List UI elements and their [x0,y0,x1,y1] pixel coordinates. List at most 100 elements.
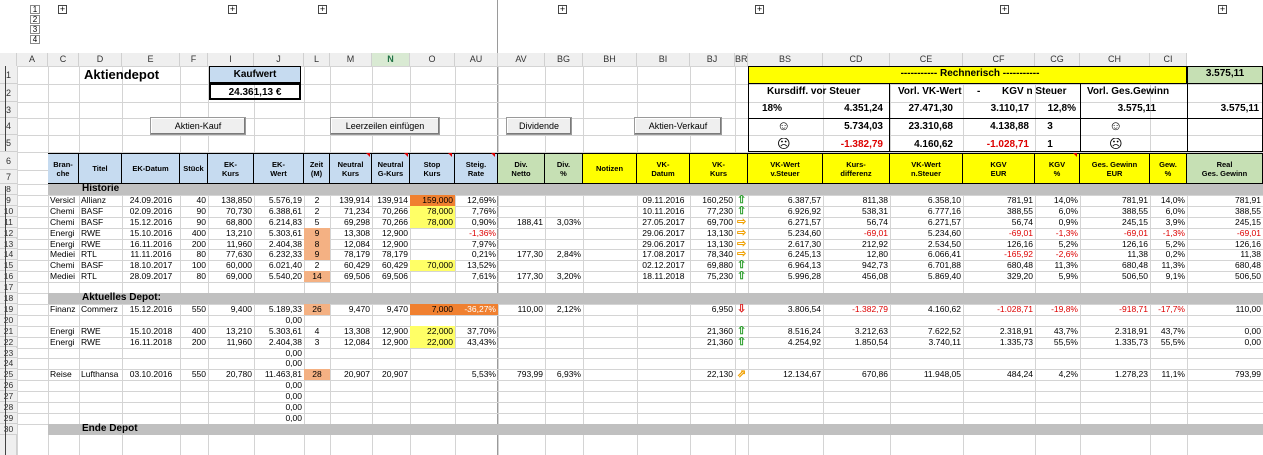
table-cell[interactable]: 56,74 [1011,216,1033,227]
table-cell[interactable] [823,391,890,402]
table-cell[interactable]: 15.12.2016 [129,303,173,314]
table-cell[interactable] [1150,413,1187,424]
table-cell[interactable] [963,380,1035,391]
aktien-verkauf-button[interactable]: Aktien-Verkauf [634,117,722,135]
column-header[interactable]: BG [545,53,583,66]
table-cell[interactable]: 13,210 [226,325,252,336]
table-cell[interactable]: 388,55 [1122,205,1148,216]
table-cell[interactable] [498,326,545,337]
table-cell[interactable]: 17.08.2017 [642,249,685,260]
table-cell[interactable] [545,358,583,369]
table-cell[interactable] [583,337,637,348]
table-cell[interactable]: 77,230 [707,205,733,216]
expand-group-icon[interactable]: + [558,4,567,14]
row-header[interactable]: 17 [0,282,17,293]
column-header[interactable]: A [17,53,48,66]
table-cell[interactable] [208,358,254,369]
table-cell[interactable]: 20,907 [382,369,408,380]
table-cell[interactable]: 3.212,63 [854,325,888,336]
row-header[interactable]: 28 [0,402,17,413]
row-header[interactable]: 29 [0,412,17,424]
table-cell[interactable]: Finanz [50,303,76,314]
table-cell[interactable] [637,315,690,326]
table-cell[interactable]: 139,914 [377,194,408,205]
table-cell[interactable] [690,348,735,359]
table-cell[interactable]: 3,03% [556,216,581,227]
table-cell[interactable] [372,402,410,413]
table-cell[interactable]: 2.318,91 [1114,325,1148,336]
table-cell[interactable]: 6.245,13 [787,249,821,260]
table-cell[interactable]: 0,00 [1244,325,1261,336]
table-cell[interactable]: 484,24 [1007,369,1033,380]
table-cell[interactable] [180,315,208,326]
table-cell[interactable] [637,348,690,359]
table-cell[interactable] [180,358,208,369]
table-cell[interactable] [583,369,637,380]
table-cell[interactable] [545,337,583,348]
table-cell[interactable]: 550 [191,303,206,314]
table-cell[interactable]: 12,69% [467,194,496,205]
table-cell[interactable]: 68,800 [226,216,252,227]
table-cell[interactable]: 11,38 [1127,249,1148,260]
table-cell[interactable]: 16.11.2016 [130,238,172,249]
table-cell[interactable]: 456,08 [862,271,888,282]
table-cell[interactable] [1150,358,1187,369]
table-cell[interactable]: 5 [314,216,320,227]
table-cell[interactable]: -36,27% [455,303,498,315]
column-header[interactable]: L [304,53,330,66]
table-cell[interactable] [890,348,963,359]
table-cell[interactable] [890,315,963,326]
table-cell[interactable] [410,228,455,239]
table-cell[interactable] [1187,391,1263,402]
column-header[interactable]: O [410,53,455,66]
table-cell[interactable]: 12,80 [866,249,888,260]
table-cell[interactable] [963,391,1035,402]
table-cell[interactable] [455,402,498,413]
table-cell[interactable]: 55,5% [1053,336,1078,347]
table-cell[interactable]: Chemi [50,205,75,216]
table-cell[interactable] [498,358,545,369]
table-cell[interactable] [372,380,410,391]
table-cell[interactable]: 11.11.2016 [130,249,172,260]
row-header[interactable]: 12 [0,227,17,239]
table-cell[interactable]: 21,360 [707,336,733,347]
table-cell[interactable]: 12,900 [382,336,408,347]
table-cell[interactable]: 506,50 [1122,271,1148,282]
column-header[interactable]: CF [963,53,1035,66]
table-cell[interactable]: 20,780 [226,369,252,380]
table-cell[interactable] [690,380,735,391]
table-cell[interactable] [180,402,208,413]
table-cell[interactable] [208,413,254,424]
row-header[interactable]: 19 [0,303,17,315]
table-cell[interactable] [330,402,372,413]
table-cell[interactable]: 6.964,13 [787,260,821,271]
table-cell[interactable] [122,315,180,326]
expand-group-icon[interactable]: + [228,4,237,14]
table-cell[interactable]: -69,01 [1008,227,1033,238]
table-cell[interactable]: 3,9% [1165,216,1185,227]
table-cell[interactable] [208,391,254,402]
table-cell[interactable]: 13,130 [707,238,733,249]
table-cell[interactable] [48,391,79,402]
table-cell[interactable] [330,348,372,359]
table-cell[interactable]: 21,360 [707,325,733,336]
table-cell[interactable]: BASF [81,260,104,271]
table-cell[interactable] [545,391,583,402]
table-cell[interactable] [1080,402,1150,413]
table-cell[interactable] [690,358,735,369]
table-cell[interactable]: 2.534,50 [927,238,961,249]
table-cell[interactable]: 15.10.2016 [129,227,173,238]
table-cell[interactable] [1035,315,1080,326]
table-cell[interactable]: 5,53% [471,369,496,380]
row-header[interactable]: 22 [0,336,17,348]
table-cell[interactable] [545,348,583,359]
table-cell[interactable]: 5,2% [1058,238,1078,249]
table-cell[interactable]: 245,15 [1235,216,1261,227]
table-cell[interactable]: Versicl [50,194,76,205]
table-cell[interactable]: 6,0% [1058,205,1078,216]
table-cell[interactable] [583,195,637,206]
table-cell[interactable] [330,380,372,391]
table-cell[interactable]: BASF [81,216,104,227]
table-cell[interactable]: 2.318,91 [999,325,1033,336]
table-cell[interactable]: 2,12% [556,303,581,314]
